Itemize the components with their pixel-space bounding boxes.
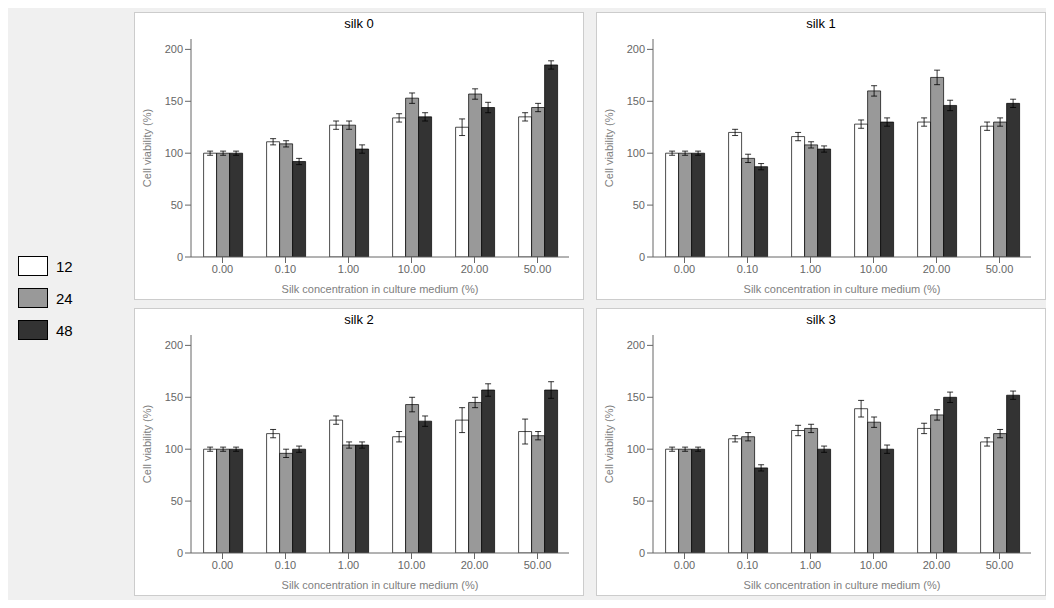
svg-text:Cell viability (%): Cell viability (%) xyxy=(603,405,615,483)
svg-text:1.00: 1.00 xyxy=(338,559,359,571)
svg-text:100: 100 xyxy=(627,443,645,455)
svg-text:Cell viability (%): Cell viability (%) xyxy=(603,109,615,187)
svg-text:100: 100 xyxy=(627,147,645,159)
svg-text:50.00: 50.00 xyxy=(986,263,1014,275)
svg-text:0.10: 0.10 xyxy=(737,263,758,275)
svg-text:10.00: 10.00 xyxy=(860,263,888,275)
html-text:48: 48 xyxy=(56,321,73,339)
svg-text:150: 150 xyxy=(165,391,183,403)
svg-text:Silk concentration in culture: Silk concentration in culture medium (%) xyxy=(744,283,941,295)
svg-text:Cell viability (%): Cell viability (%) xyxy=(141,109,153,187)
svg-text:50: 50 xyxy=(171,495,183,507)
svg-text:100: 100 xyxy=(165,443,183,455)
svg-text:0.10: 0.10 xyxy=(275,263,296,275)
svg-text:1.00: 1.00 xyxy=(800,559,821,571)
svg-text:0.00: 0.00 xyxy=(674,559,695,571)
svg-text:50.00: 50.00 xyxy=(524,559,552,571)
svg-text:0: 0 xyxy=(639,547,645,559)
svg-text:0: 0 xyxy=(639,251,645,263)
svg-text:100: 100 xyxy=(165,147,183,159)
svg-text:Silk concentration in culture: Silk concentration in culture medium (%) xyxy=(282,283,479,295)
svg-text:0.10: 0.10 xyxy=(737,559,758,571)
svg-text:200: 200 xyxy=(165,43,183,55)
svg-text:50: 50 xyxy=(633,199,645,211)
svg-text:10.00: 10.00 xyxy=(398,263,426,275)
svg-text:50: 50 xyxy=(171,199,183,211)
svg-text:Cell viability (%): Cell viability (%) xyxy=(141,405,153,483)
svg-text:50.00: 50.00 xyxy=(986,559,1014,571)
svg-text:20.00: 20.00 xyxy=(461,263,489,275)
svg-text:150: 150 xyxy=(627,95,645,107)
svg-text:20.00: 20.00 xyxy=(923,559,951,571)
svg-text:200: 200 xyxy=(165,339,183,351)
svg-text:0.00: 0.00 xyxy=(674,263,695,275)
svg-text:0.10: 0.10 xyxy=(275,559,296,571)
html-text:24: 24 xyxy=(56,289,73,307)
svg-text:0.00: 0.00 xyxy=(212,263,233,275)
svg-text:20.00: 20.00 xyxy=(461,559,489,571)
svg-text:50: 50 xyxy=(633,495,645,507)
html-text:12: 12 xyxy=(56,257,73,275)
svg-text:1.00: 1.00 xyxy=(338,263,359,275)
svg-text:Silk concentration in culture: Silk concentration in culture medium (%) xyxy=(282,579,479,591)
html-text:silk 0: silk 0 xyxy=(344,16,374,31)
html-text:silk 2: silk 2 xyxy=(344,312,374,327)
svg-text:1.00: 1.00 xyxy=(800,263,821,275)
svg-text:200: 200 xyxy=(627,339,645,351)
svg-text:0: 0 xyxy=(177,251,183,263)
svg-text:Silk concentration in culture: Silk concentration in culture medium (%) xyxy=(744,579,941,591)
svg-text:200: 200 xyxy=(627,43,645,55)
html-text:silk 1: silk 1 xyxy=(806,16,836,31)
svg-text:150: 150 xyxy=(627,391,645,403)
svg-text:150: 150 xyxy=(165,95,183,107)
svg-text:10.00: 10.00 xyxy=(398,559,426,571)
svg-text:50.00: 50.00 xyxy=(524,263,552,275)
svg-text:10.00: 10.00 xyxy=(860,559,888,571)
svg-text:0.00: 0.00 xyxy=(212,559,233,571)
svg-text:0: 0 xyxy=(177,547,183,559)
svg-text:20.00: 20.00 xyxy=(923,263,951,275)
html-text:silk 3: silk 3 xyxy=(806,312,836,327)
